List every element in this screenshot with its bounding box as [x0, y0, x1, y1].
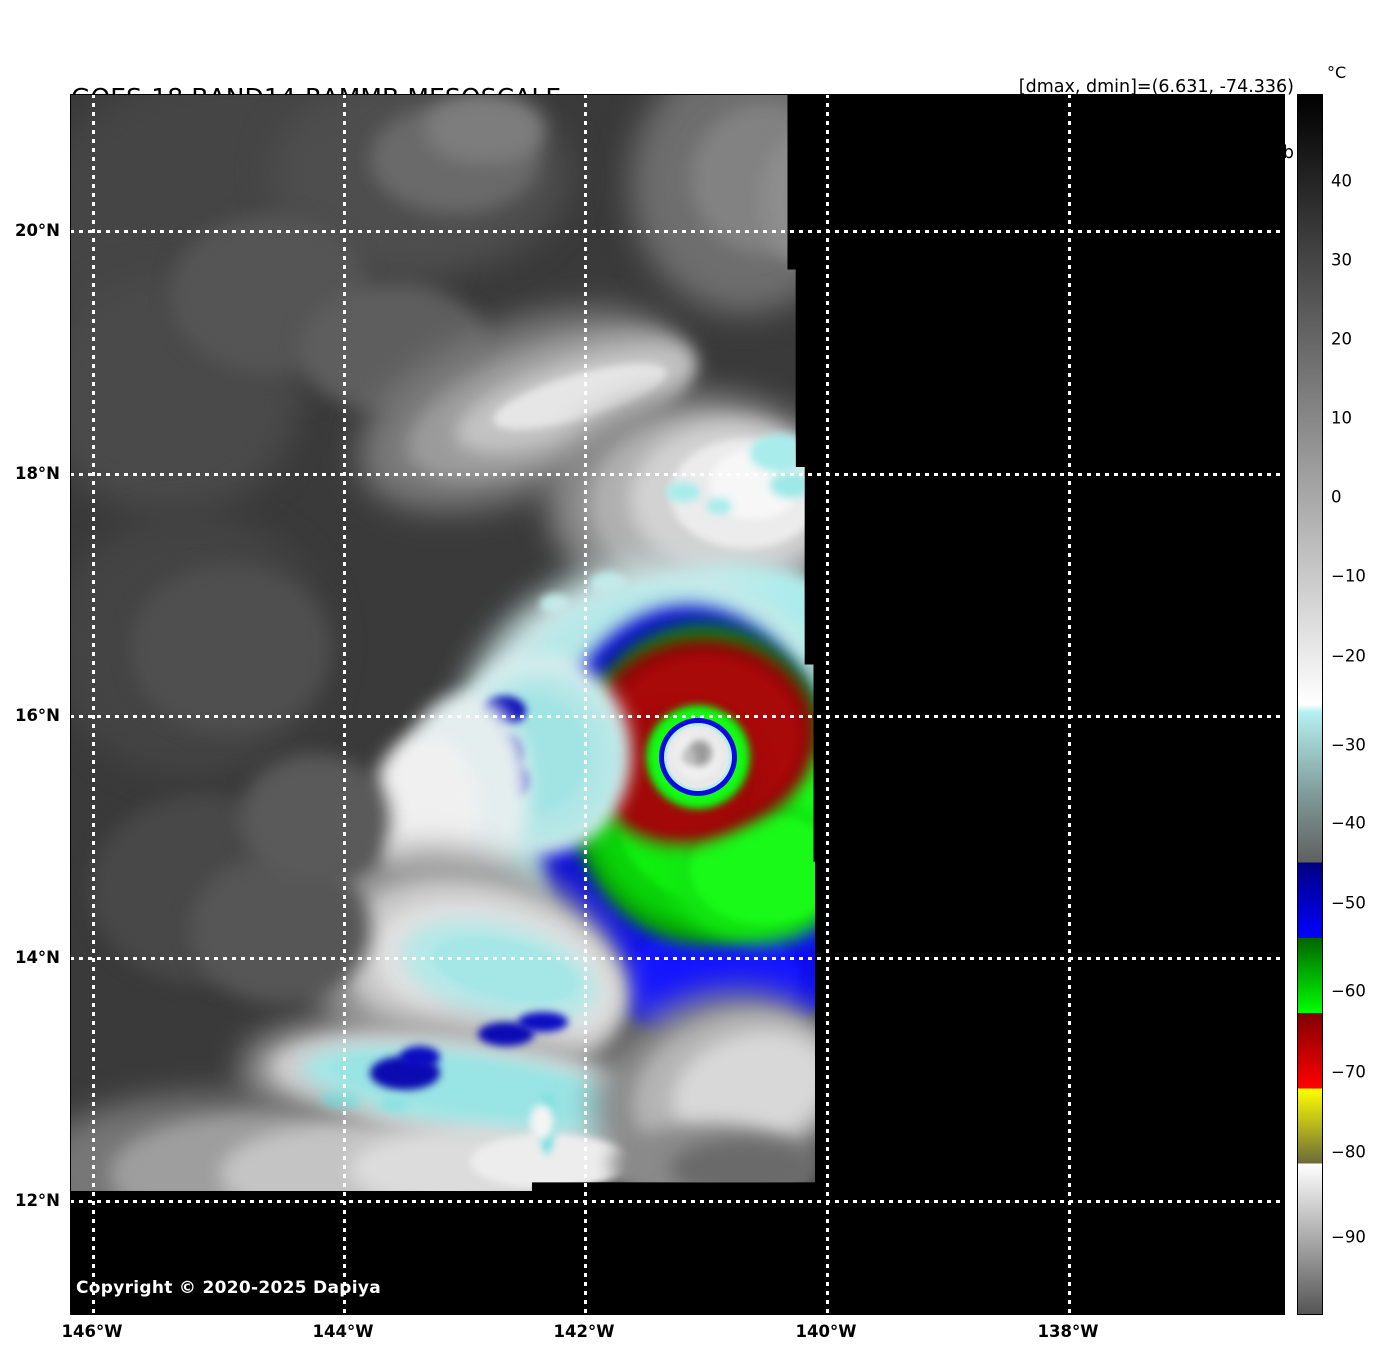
dmax-dmin-readout: [dmax, dmin]=(6.631, -74.336)	[1018, 77, 1294, 97]
colorbar-unit-label: °C	[1327, 63, 1347, 82]
satellite-data-swath	[70, 94, 815, 1191]
gridline-horizontal	[70, 230, 1285, 233]
satellite-image-plot	[70, 94, 1285, 1315]
x-tick-label-146W: 146°W	[61, 1322, 123, 1341]
colorbar-tick-m80: −80	[1331, 1142, 1366, 1162]
colorbar-tick-m60: −60	[1331, 981, 1366, 1001]
colorbar-tick-10: 10	[1331, 408, 1352, 428]
y-tick-label-16N: 16°N	[14, 706, 60, 725]
gridline-horizontal	[70, 957, 1285, 960]
copyright-notice: Copyright © 2020-2025 Dapiya	[76, 1278, 381, 1298]
x-tick-label-144W: 144°W	[312, 1322, 374, 1341]
gridline-horizontal	[70, 715, 1285, 718]
gridline-vertical	[584, 94, 587, 1315]
y-tick-label-20N: 20°N	[14, 221, 60, 240]
colorbar-tick-m40: −40	[1331, 813, 1366, 833]
gridline-horizontal	[70, 1200, 1285, 1203]
y-tick-label-12N: 12°N	[14, 1191, 60, 1210]
y-tick-label-14N: 14°N	[14, 948, 60, 967]
colorbar-tick-m20: −20	[1331, 646, 1366, 666]
colorbar-tick-30: 30	[1331, 250, 1352, 270]
y-tick-label-18N: 18°N	[14, 464, 60, 483]
x-tick-label-142W: 142°W	[553, 1322, 615, 1341]
gridline-horizontal	[70, 473, 1285, 476]
colorbar-tick-m10: −10	[1331, 566, 1366, 586]
colorbar-tick-40: 40	[1331, 171, 1352, 191]
colorbar-tick-m70: −70	[1331, 1062, 1366, 1082]
colorbar-tick-m50: −50	[1331, 893, 1366, 913]
colorbar-tick-20: 20	[1331, 329, 1352, 349]
gridline-vertical	[343, 94, 346, 1315]
colorbar-gradient	[1298, 95, 1322, 1314]
gridline-vertical	[1068, 94, 1071, 1315]
temperature-colorbar	[1297, 94, 1323, 1315]
x-tick-label-140W: 140°W	[795, 1322, 857, 1341]
x-tick-label-138W: 138°W	[1037, 1322, 1099, 1341]
colorbar-tick-m90: −90	[1331, 1227, 1366, 1247]
gridline-vertical	[92, 94, 95, 1315]
colorbar-tick-m30: −30	[1331, 735, 1366, 755]
gridline-vertical	[826, 94, 829, 1315]
colorbar-tick-0: 0	[1331, 487, 1342, 507]
